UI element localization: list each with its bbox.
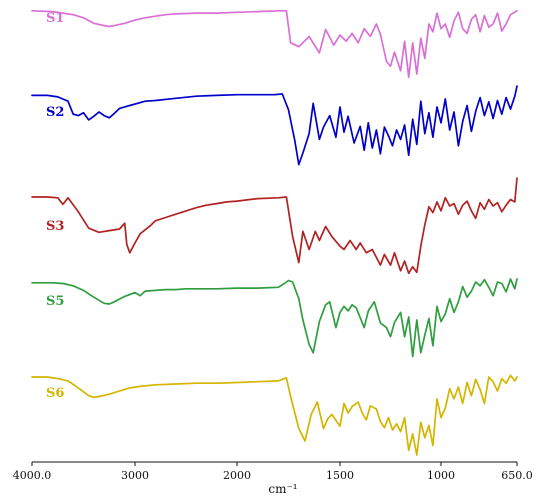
spectrum-line-s2 bbox=[31, 85, 518, 166]
series-s6: S6 bbox=[31, 374, 518, 456]
spectrum-line-s6 bbox=[31, 374, 518, 456]
series-label-s3: S3 bbox=[46, 219, 64, 234]
spectrum-line-s5 bbox=[31, 278, 518, 358]
series-label-s6: S6 bbox=[46, 386, 64, 401]
spectrum-line-s3 bbox=[31, 177, 518, 275]
series-s3: S3 bbox=[31, 177, 518, 275]
x-tick-label: 1000 bbox=[427, 469, 455, 482]
series-s5: S5 bbox=[31, 278, 518, 358]
x-tick-label: 3000 bbox=[121, 469, 149, 482]
series-label-s1: S1 bbox=[46, 11, 64, 26]
x-tick-label: 4000.0 bbox=[13, 469, 52, 482]
x-axis-title: cm⁻¹ bbox=[268, 482, 297, 496]
x-tick-label: 1500 bbox=[326, 469, 354, 482]
series-s2: S2 bbox=[31, 85, 518, 166]
series-s1: S1 bbox=[31, 9, 518, 78]
x-axis: 4000.0 3000 2000 1500 1000 650.0 bbox=[13, 461, 533, 482]
spectrum-line-s1 bbox=[31, 9, 518, 78]
series-label-s5: S5 bbox=[46, 294, 64, 309]
x-tick-label: 2000 bbox=[223, 469, 251, 482]
series-layer: S1 S2 S3 S5 S6 bbox=[31, 9, 518, 456]
x-tick-label: 650.0 bbox=[501, 469, 533, 482]
series-label-s2: S2 bbox=[46, 105, 64, 120]
